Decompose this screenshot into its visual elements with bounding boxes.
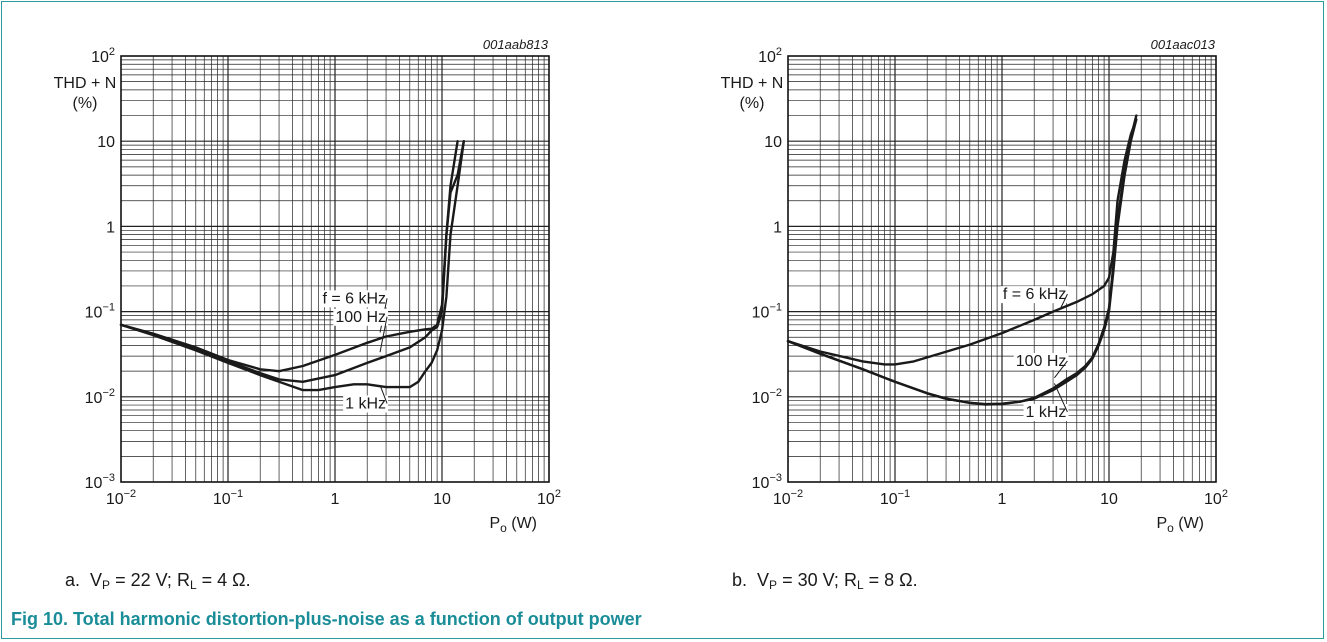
y-tick-label: 102 [758,46,782,66]
y-tick-label: 10−3 [752,472,782,492]
caption-a-vp: = 22 V; [115,570,172,590]
series-label-bg [333,308,389,326]
series-label-leader [1060,293,1068,309]
x-axis-label: Po (W) [1156,515,1204,535]
y-tick-label: 10−2 [85,387,115,407]
y-tick-label: 1 [773,219,782,236]
grid [788,56,1216,482]
series-line [119,140,465,383]
y-tick-label: 10−3 [85,472,115,492]
y-axis-label: (%) [73,95,98,112]
series-line [786,114,1138,406]
series-label: f = 6 kHz [1003,286,1067,303]
y-tick-label: 10 [97,134,115,151]
y-axis-label: THD + N [721,75,784,92]
caption-b-prefix: b. [732,570,748,590]
x-tick-label: 10 [433,491,451,508]
x-tick-label: 10−2 [106,488,136,508]
caption-b-vp: = 30 V; [782,570,839,590]
series-label-leader [1053,383,1068,413]
series-label: 100 Hz [335,309,386,326]
caption-a-prefix: a. [65,570,81,590]
x-tick-label: 10−2 [773,488,803,508]
chart-b: f = 6 kHz 100 Hz 1 kHz 10−2 10−1 1 10 102 102 10 1… [721,37,1228,535]
series-label: 100 Hz [1016,353,1067,370]
x-tick-label: 10−1 [880,488,910,508]
series-line [786,118,1138,366]
plot-frame [787,55,1217,483]
caption-a: a. VP = 22 V; RL = 4 Ω. [65,570,251,592]
series-label-leader [1054,360,1068,379]
series-line [119,140,465,392]
y-axis-label: THD + N [54,75,117,92]
series-label: 1 kHz [1026,404,1067,421]
figure-title: Fig 10. Total harmonic distortion-plus-n… [11,609,642,629]
series-label-leader [379,384,388,404]
plot-frame [120,55,550,483]
x-tick-label: 1 [331,491,340,508]
y-tick-label: 10−1 [85,302,115,322]
y-tick-label: 10−1 [752,302,782,322]
chart-identifier: 001aab813 [483,37,549,52]
series-label-bg [320,290,389,308]
caption-b: b. VP = 30 V; RL = 8 Ω. [732,570,918,592]
caption-a-rl: = 4 Ω. [201,570,251,590]
y-tick-label: 1 [106,219,115,236]
y-tick-label: 102 [91,46,115,66]
chart-a: f = 6 kHz 100 Hz 1 kHz 10−2 10−1 1 10 102 102 10 1… [54,37,561,535]
y-tick-label: 10−2 [752,387,782,407]
series-label-bg [1000,286,1069,304]
y-axis-label: (%) [740,95,765,112]
x-axis-label: Po (W) [489,515,537,535]
x-tick-label: 102 [1204,488,1228,508]
series-label: 1 kHz [345,395,386,412]
x-tick-label: 10−1 [213,488,243,508]
caption-b-rl: = 8 Ω. [868,570,918,590]
series-label-leader [379,316,388,353]
series-label-bg [1013,352,1069,370]
chart-identifier: 001aac013 [1151,37,1216,52]
series-line [119,140,459,373]
x-tick-label: 102 [537,488,561,508]
series-label-bg [343,395,389,413]
y-tick-label: 10 [764,134,782,151]
x-tick-label: 10 [1100,491,1118,508]
series-label: f = 6 kHz [322,290,386,307]
series-label-bg [1023,403,1069,421]
grid [121,56,549,482]
x-tick-label: 1 [998,491,1007,508]
